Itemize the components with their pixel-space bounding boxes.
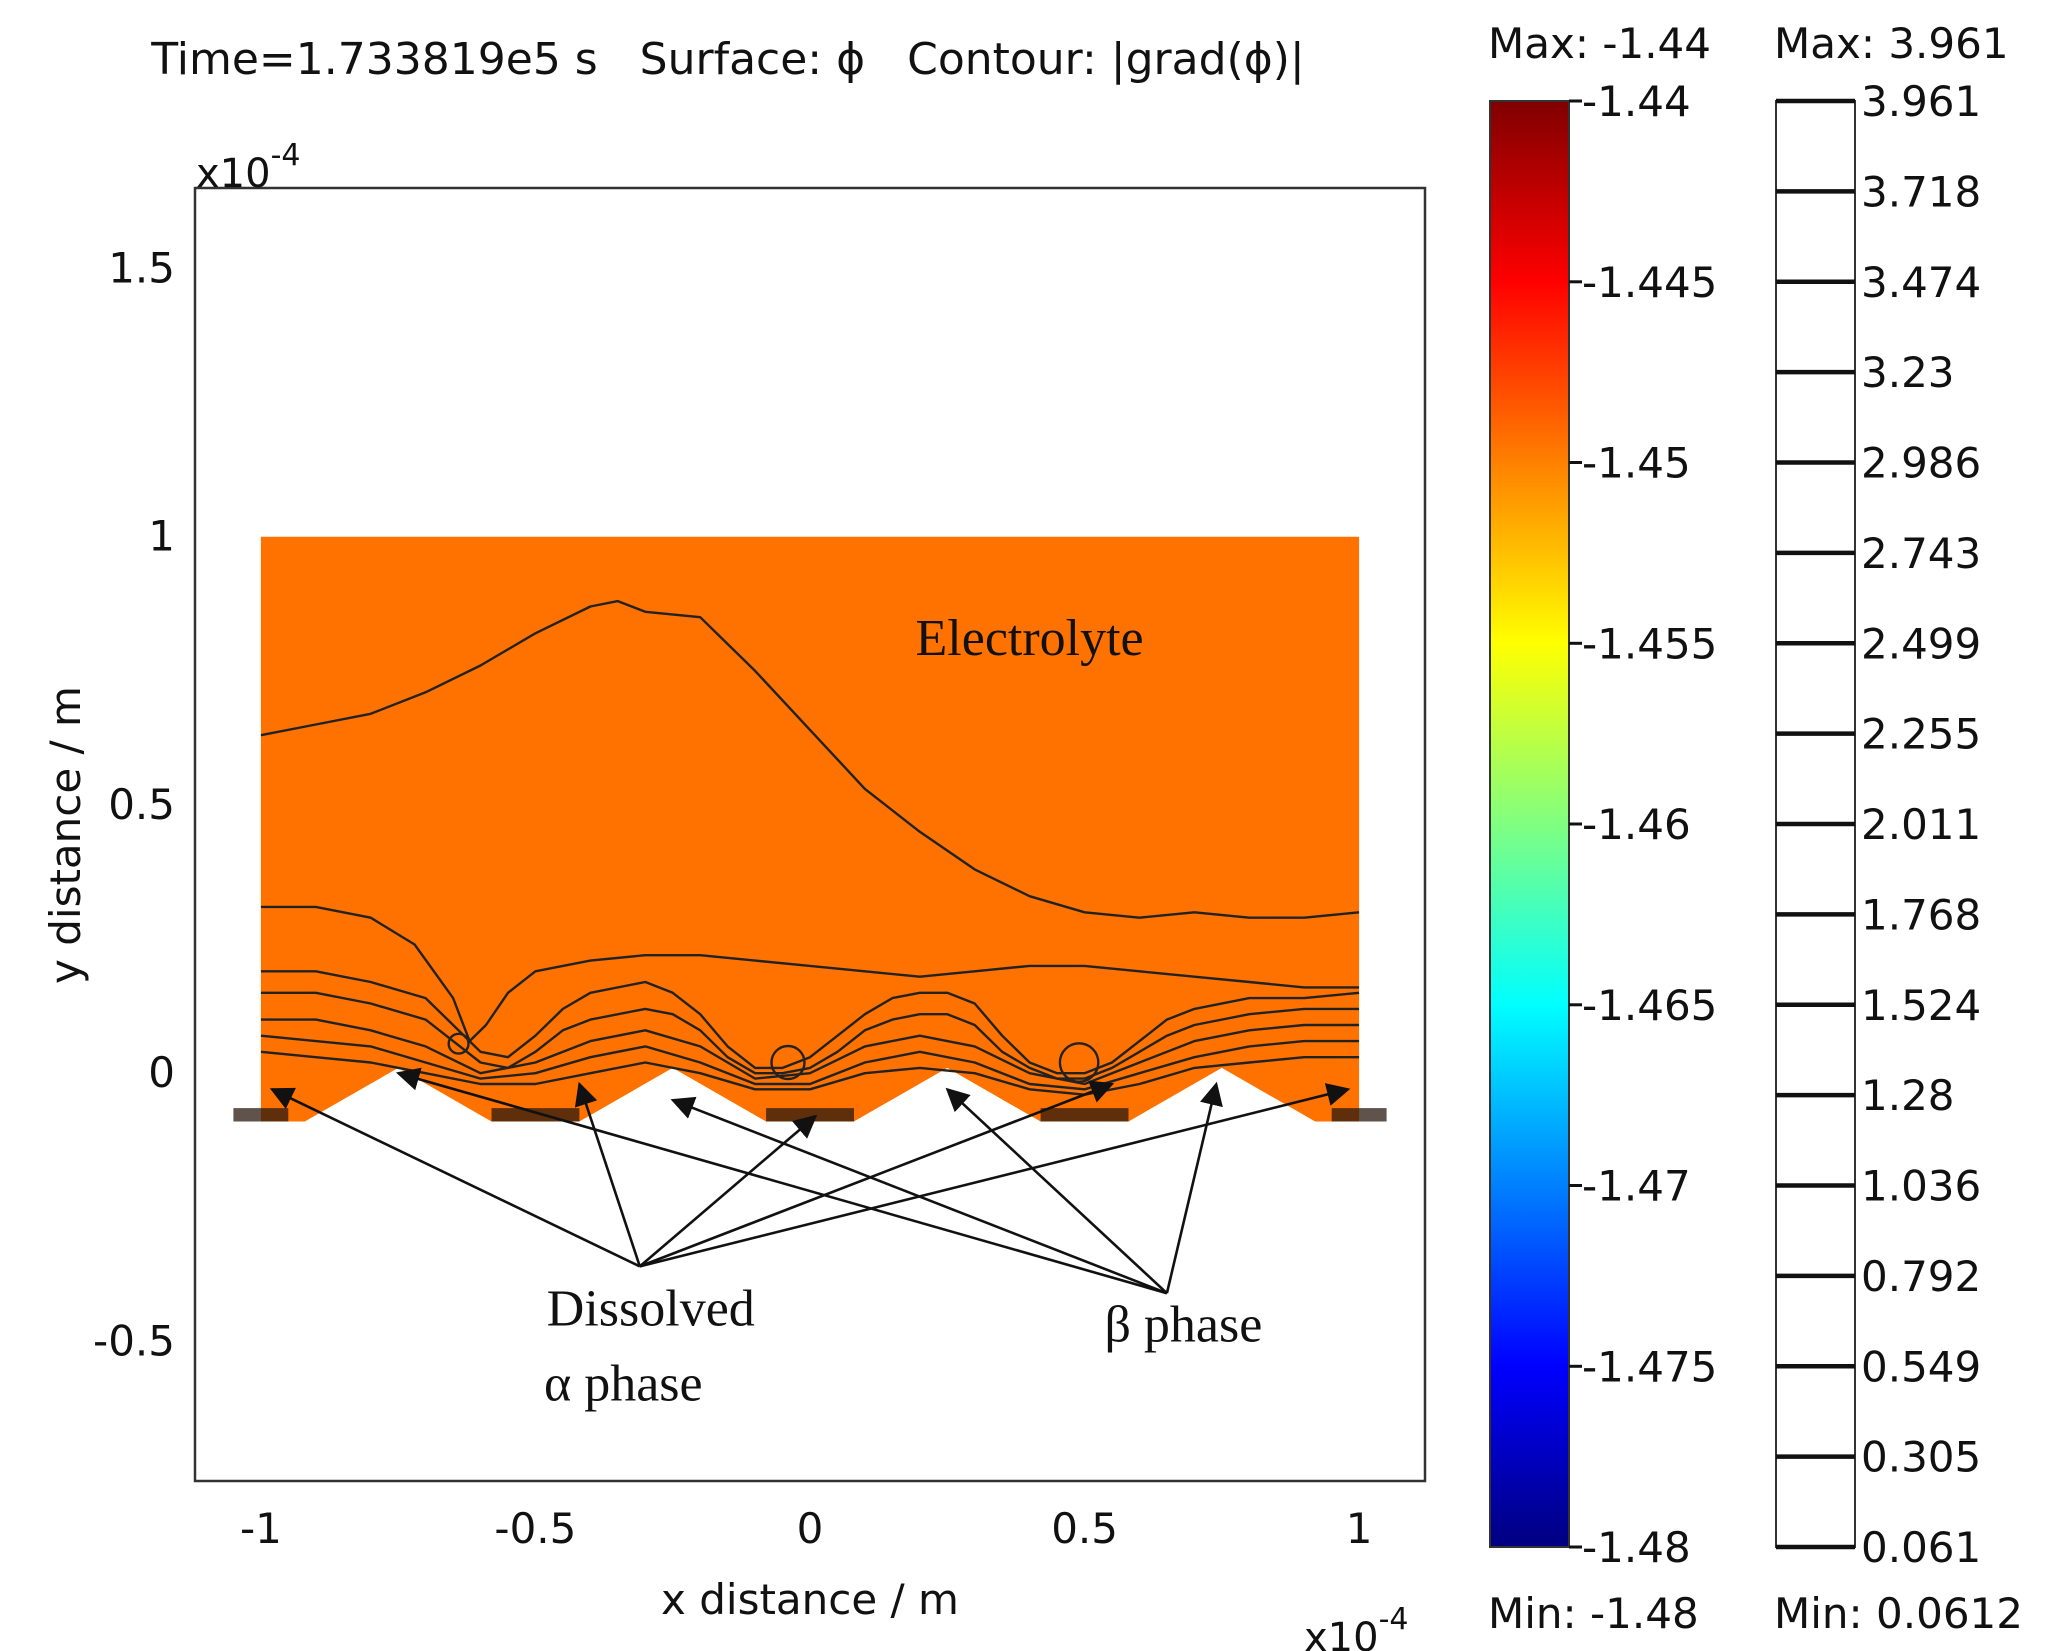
annotation-arrow — [638, 1114, 818, 1268]
valley-dense-contours — [1331, 1108, 1387, 1122]
contour-colorbar-tick-label: 2.255 — [1861, 710, 1981, 759]
annotation-arrow — [1165, 1081, 1223, 1294]
contour-line — [260, 599, 1360, 919]
surface-colorbar-tick-label: -1.46 — [1582, 800, 1691, 849]
surface-colorbar-min-label: Min: -1.48 — [1488, 1589, 1699, 1638]
contour-colorbar-tick-label: 0.305 — [1861, 1433, 1981, 1482]
contour-colorbar-tick-label: 3.961 — [1861, 77, 1981, 126]
x-multiplier-exponent: -4 — [1379, 1602, 1409, 1637]
annotation-arrow — [269, 1087, 641, 1268]
surface-colorbar-tick-label: -1.47 — [1582, 1162, 1691, 1211]
contour-colorbar-tick-label: 2.011 — [1861, 800, 1981, 849]
chart-title: Time=1.733819e5 s Surface: ϕ Contour: |g… — [150, 34, 1304, 85]
contour-colorbar-tick-label: 0.061 — [1861, 1523, 1981, 1572]
x-axis-ticks: -1 -0.5 0 0.5 1 — [240, 1504, 1373, 1553]
annotation-arrow — [639, 1083, 1351, 1268]
x-tick-label: 0.5 — [1051, 1504, 1118, 1553]
surface-colorbar-tick-label: -1.44 — [1582, 77, 1691, 126]
surface-colorbar-tick-label: -1.45 — [1582, 439, 1691, 488]
contour-line — [260, 1050, 1360, 1096]
contour-loop — [770, 1044, 806, 1081]
y-axis-ticks: -0.5 0 0.5 1 1.5 — [93, 244, 175, 1366]
electrolyte-label: Electrolyte — [916, 610, 1144, 667]
y-tick-label: 0.5 — [108, 780, 175, 829]
annotation-arrow — [670, 1096, 1168, 1295]
y-tick-label: 0 — [148, 1048, 175, 1097]
contour-colorbar-tick-label: 3.474 — [1861, 258, 1981, 307]
contour-colorbar-tick-label: 2.499 — [1861, 619, 1981, 668]
contour-line — [260, 991, 1360, 1080]
contour-colorbar-tick-label: 3.23 — [1861, 348, 1955, 397]
annotation-arrow — [395, 1067, 1168, 1295]
x-tick-label: -1 — [240, 1504, 282, 1553]
x-tick-label: 1 — [1346, 1504, 1373, 1553]
surface-colorbar-ticks: -1.44 -1.445 -1.45 -1.455 -1.46 -1.465 -1.47 -1… — [1569, 77, 1717, 1572]
y-axis-label: y distance / m — [41, 686, 90, 984]
y-tick-label: 1.5 — [108, 244, 175, 293]
contour-colorbar-tick-label: 2.743 — [1861, 529, 1981, 578]
surface-colorbar-tick-label: -1.48 — [1582, 1523, 1691, 1572]
contour-colorbar-tick-label: 1.28 — [1861, 1071, 1955, 1120]
surface-colorbar-tick-label: -1.455 — [1582, 619, 1717, 668]
surface-colorbar-tick-label: -1.475 — [1582, 1342, 1717, 1391]
valley-dense-contours — [491, 1108, 580, 1122]
surface-colorbar-tick-label: -1.465 — [1582, 981, 1717, 1030]
contour-colorbar-tick-label: 0.549 — [1861, 1342, 1981, 1391]
contour-line — [260, 970, 1360, 1075]
contour-colorbar-max-label: Max: 3.961 — [1774, 19, 2009, 68]
x-tick-label: 0 — [797, 1504, 824, 1553]
annotation-arrow — [574, 1081, 642, 1267]
contour-colorbar-tick-label: 1.524 — [1861, 981, 1981, 1030]
electrolyte-surface — [260, 536, 1360, 1122]
annotation-arrows — [269, 1067, 1351, 1295]
contour-line — [260, 905, 1360, 1043]
surface-colorbar-max-label: Max: -1.44 — [1488, 19, 1711, 68]
contour-line — [260, 1034, 1360, 1091]
dissolved-alpha-label-line2: α phase — [544, 1356, 703, 1413]
y-multiplier: x10-4 — [196, 138, 301, 197]
contour-colorbar-min-label: Min: 0.0612 — [1774, 1589, 2023, 1638]
annotation-arrow — [945, 1087, 1168, 1295]
valley-dense-contours — [233, 1108, 289, 1122]
annotation-arrow — [639, 1080, 1115, 1268]
contour-colorbar-ticks: 3.961 3.718 3.474 3.23 2.986 2.743 2.499 2.255 2… — [1776, 77, 1981, 1572]
contour-loop — [1058, 1042, 1100, 1083]
y-tick-label: 1 — [148, 512, 175, 561]
beta-phase-label: β phase — [1104, 1297, 1262, 1354]
contour-colorbar-tick-label: 0.792 — [1861, 1252, 1981, 1301]
y-tick-label: -0.5 — [93, 1317, 175, 1366]
contour-loop — [447, 1032, 470, 1055]
x-tick-label: -0.5 — [494, 1504, 576, 1553]
valley-dense-contours — [1040, 1108, 1129, 1122]
surface-colorbar — [1489, 100, 1570, 1548]
x-axis-label: x distance / m — [661, 1575, 959, 1624]
plot-area — [233, 536, 1387, 1122]
surface-colorbar-tick-label: -1.445 — [1582, 258, 1717, 307]
contour-colorbar-tick-label: 3.718 — [1861, 167, 1981, 216]
contour-colorbar-tick-label: 1.036 — [1861, 1162, 1981, 1211]
contour-line — [260, 1018, 1360, 1086]
contour-colorbar-tick-label: 2.986 — [1861, 439, 1981, 488]
x-multiplier: x10-4 — [1304, 1602, 1409, 1651]
dissolved-alpha-label-line1: Dissolved — [547, 1280, 755, 1337]
contour-colorbar-tick-label: 1.768 — [1861, 890, 1981, 939]
y-multiplier-exponent: -4 — [271, 138, 301, 173]
